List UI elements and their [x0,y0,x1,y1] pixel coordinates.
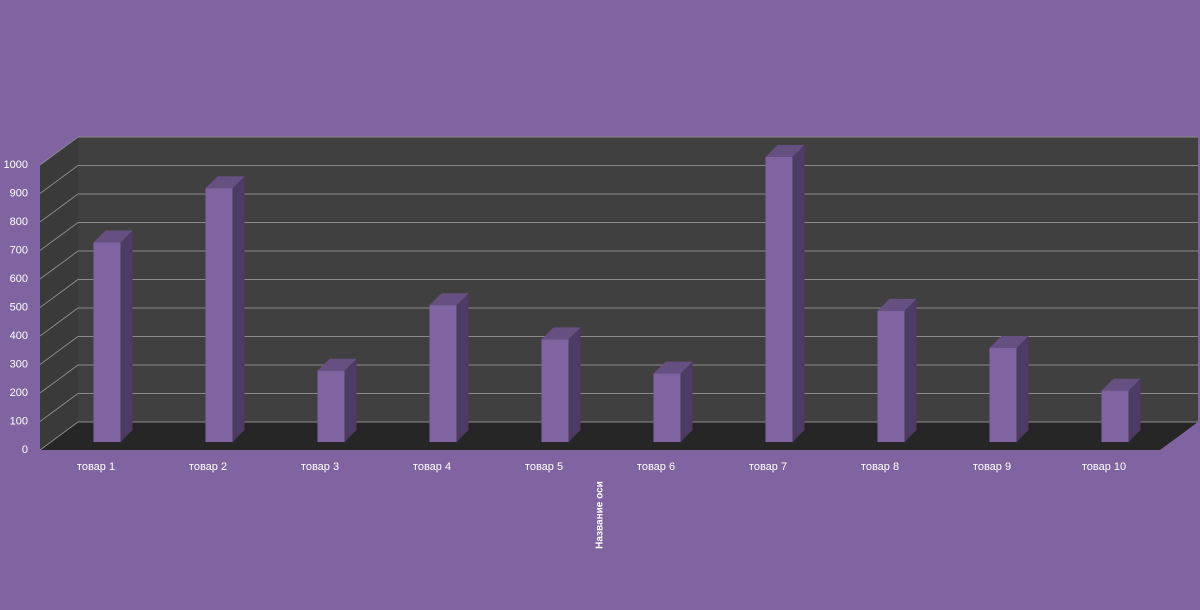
bar-top [93,230,133,243]
bar-top [541,327,581,340]
y-tick-label: 700 [10,244,28,256]
bar [429,305,457,442]
x-tick-label: товар 7 [749,461,787,473]
bar-top [653,361,693,374]
y-tick-label: 1000 [4,159,28,171]
bar-top [877,298,917,311]
bar [541,339,569,442]
y-tick-label: 800 [10,216,28,228]
bar-side [1128,378,1141,442]
bar-top [429,293,469,306]
bar [317,370,345,442]
bar [205,188,233,442]
bar-top [317,358,357,371]
y-tick-label: 100 [10,415,28,427]
bars [93,145,1141,442]
grid-line [39,393,1198,422]
grid-line [39,336,1198,365]
grid-line [39,165,1198,194]
x-tick-label: товар 5 [525,461,563,473]
bar-side [232,176,245,442]
grid-line [39,250,1198,280]
y-tick-label: 0 [22,444,28,456]
bar [765,157,793,442]
bar [989,347,1017,442]
bar-top [205,176,245,189]
x-tick-label: товар 3 [301,461,339,473]
bar-side [456,293,469,442]
grid-line [39,222,1198,251]
x-tick-label: товар 4 [413,461,451,473]
y-tick-label: 900 [10,187,28,199]
grid-line [39,421,1198,451]
bar [877,310,905,442]
x-axis-title: Название оси [595,481,606,549]
grid-line [39,307,1198,337]
x-tick-label: товар 2 [189,461,227,473]
y-tick-label: 200 [10,387,28,399]
bar [93,242,121,442]
bar [653,373,681,442]
x-tick-label: товар 9 [973,461,1011,473]
y-tick-label: 500 [10,301,28,313]
bar-side [680,361,693,442]
bar-side [792,145,805,442]
grid [39,136,1198,451]
y-tick-label: 600 [10,273,28,285]
grid-line [39,193,1198,223]
y-tick-label: 300 [10,358,28,370]
x-tick-label: товар 1 [77,461,115,473]
bar-side [904,298,917,442]
bar-top [1101,378,1141,391]
bar-top [765,145,805,157]
bar-side [568,327,581,442]
bar-side [120,230,133,442]
bar-top [989,335,1029,348]
y-tick-label: 400 [10,330,28,342]
grid-line [39,279,1198,308]
x-tick-label: товар 6 [637,461,675,473]
x-tick-label: товар 10 [1082,461,1126,473]
bar-side [344,358,357,442]
grid-line [39,364,1198,394]
x-tick-label: товар 8 [861,461,899,473]
bar [1101,390,1129,442]
bar-side [1016,335,1029,442]
grid-line [39,136,1198,166]
